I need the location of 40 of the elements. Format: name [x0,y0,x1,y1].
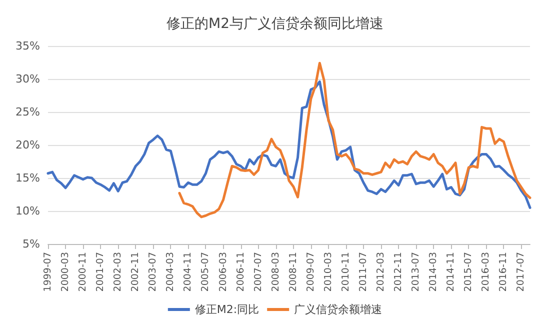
legend-label: 广义信贷余额增速 [294,303,382,316]
y-tick-label: 30% [16,72,40,86]
x-tick-label: 2009-07 [305,252,316,292]
x-tick-label: 2008-03 [270,252,282,292]
x-tick-label: 2004-11 [182,252,194,292]
x-tick-label: 2012-03 [376,252,387,292]
x-tick-label: 1999-07 [42,252,54,292]
x-tick-label: 2003-07 [148,252,159,292]
x-tick-label: 2001-07 [95,252,106,292]
x-tick-label: 2008-11 [288,252,299,292]
x-tick-label: 2015-07 [463,252,474,292]
y-tick-label: 20% [16,138,40,152]
y-tick-label: 10% [16,204,40,218]
y-tick-label: 35% [16,40,40,52]
x-tick-label: 2007-07 [252,252,264,292]
y-tick-label: 25% [16,106,40,118]
x-tick-label: 2016-11 [498,252,510,292]
line-series [178,62,532,218]
x-tick-label: 2002-11 [130,252,142,292]
x-tick-label: 2005-07 [200,252,212,292]
x-tick-label: 2012-11 [393,252,404,292]
x-tick-label: 2000-03 [60,252,72,292]
x-tick-label: 2017-07 [516,252,527,292]
x-tick-label: 2006-11 [235,252,246,292]
x-tick-label: 2011-07 [358,252,369,292]
x-tick-label: 2002-03 [112,252,124,292]
x-tick-label: 2006-03 [218,252,229,292]
y-tick-label: 5% [22,238,40,250]
x-tick-label: 2013-07 [410,252,422,292]
x-tick-label: 2014-03 [428,252,440,292]
x-tick-label: 2010-11 [340,252,352,292]
x-tick-label: 2010-03 [322,252,334,292]
chart-title: 修正的M2与广义信贷余额同比增速 [166,16,384,32]
y-tick-label: 15% [16,172,40,184]
legend-label: 修正M2:同比 [194,303,260,316]
x-tick-label: 2004-03 [165,252,176,292]
x-tick-label: 2016-03 [480,252,492,292]
x-tick-label: 2014-11 [446,252,457,292]
line-series [46,80,532,209]
x-tick-label: 2000-11 [78,252,89,292]
